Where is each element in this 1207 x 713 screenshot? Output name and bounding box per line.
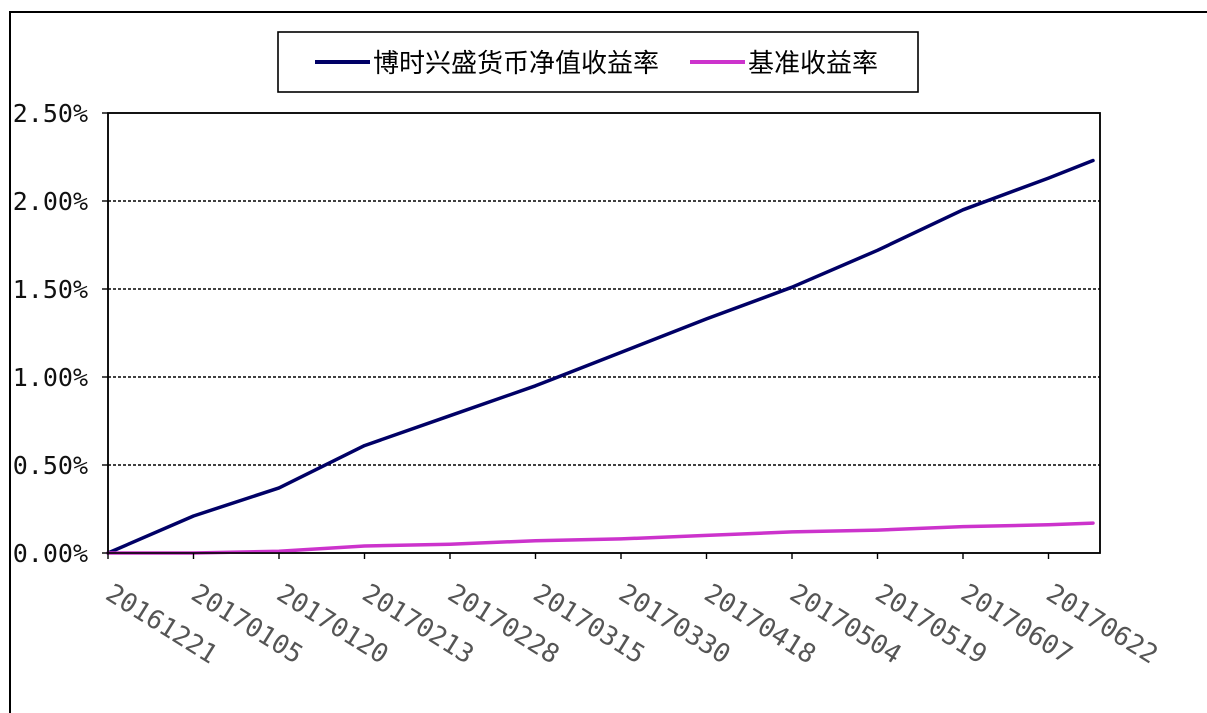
axis-tick-marks (102, 112, 1050, 559)
gridlines (108, 200, 1100, 466)
y-axis-labels: 0.00% 0.50% 1.00% 1.50% 2.00% 2.50% (13, 99, 88, 568)
y-tick-label: 1.00% (13, 363, 88, 392)
x-axis-labels: 2016122120170105201701202017021320170228… (100, 578, 1163, 670)
chart-frame (9, 11, 1207, 713)
series-line-1 (106, 158, 1095, 555)
series-line-2 (106, 521, 1095, 555)
plot-area (107, 112, 1101, 554)
legend-label-series-1: 博时兴盛货币净值收益率 (373, 49, 659, 79)
y-tick-label: 0.50% (13, 451, 88, 480)
legend: 博时兴盛货币净值收益率 基准收益率 (277, 31, 919, 93)
series-lines (106, 158, 1095, 555)
y-tick-label: 1.50% (13, 275, 88, 304)
y-tick-label: 0.00% (13, 539, 88, 568)
legend-label-series-2: 基准收益率 (748, 49, 878, 79)
y-tick-label: 2.50% (13, 99, 88, 128)
y-tick-label: 2.00% (13, 187, 88, 216)
legend-box (277, 31, 919, 93)
plot-border (107, 112, 1101, 554)
